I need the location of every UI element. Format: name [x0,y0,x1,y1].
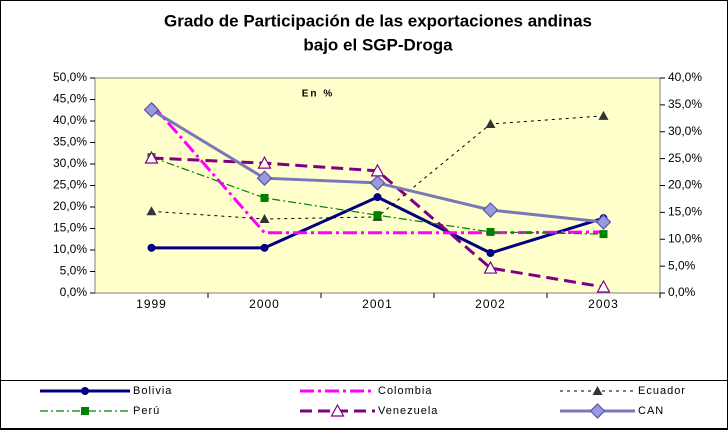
y2-tick-label: 40,0% [668,70,702,84]
y-tick-label: 30,0% [53,156,87,170]
point [482,202,499,218]
point [259,214,270,224]
x-tick-label: 1999 [136,297,167,311]
legend-marker [589,403,606,419]
y-tick-label: 10,0% [53,242,87,256]
legend-label: CAN [638,405,664,417]
y2-tick-label: 15,0% [668,205,702,219]
point [485,119,496,129]
point [596,279,611,293]
y-tick-label: 45,0% [53,92,87,106]
y-tick-label: 5,0% [60,264,88,278]
point [598,110,609,120]
point [483,260,498,274]
point [144,150,159,164]
x-tick-label: 2001 [362,297,393,311]
legend-marker [330,403,345,417]
legend-label: Colombia [378,385,432,397]
point [260,243,269,252]
y-tick-label: 20,0% [53,199,87,213]
series-line [151,156,604,235]
y2-tick-label: 10,0% [668,231,702,245]
point [146,206,157,216]
y-tick-label: 15,0% [53,221,87,235]
annotation: En % [302,89,334,100]
point [486,227,495,236]
y-tick-label: 40,0% [53,113,87,127]
x-tick-label: 2000 [249,297,280,311]
legend-marker [592,386,603,395]
legend-marker [81,407,89,415]
y2-tick-label: 30,0% [668,124,702,138]
point [147,243,156,252]
point [595,214,612,230]
chart-title: bajo el SGP-Droga [303,35,453,54]
x-tick-label: 2002 [475,297,506,311]
y-tick-label: 25,0% [53,178,87,192]
y-tick-label: 35,0% [53,135,87,149]
legend-box [0,380,728,429]
legend-label: Bolivia [133,385,172,397]
y-tick-label: 0,0% [60,285,88,299]
y-tick-label: 50,0% [53,70,87,84]
y2-tick-label: 5,0% [668,258,696,272]
point [373,211,382,220]
y2-tick-label: 20,0% [668,178,702,192]
point [256,170,273,187]
legend-label: Venezuela [378,405,438,417]
point [260,193,269,202]
point [143,101,160,118]
y2-tick-label: 25,0% [668,151,702,165]
legend-marker [81,387,89,395]
point [257,155,272,169]
legend-label: Ecuador [638,385,686,397]
y2-tick-label: 0,0% [668,285,696,299]
legend-label: Perú [133,405,160,417]
chart-title: Grado de Participación de las exportacio… [164,11,592,30]
point [486,249,495,258]
point [369,175,386,191]
point [373,193,382,202]
y2-tick-label: 35,0% [668,97,702,111]
point [599,230,608,239]
x-tick-label: 2003 [588,297,619,311]
